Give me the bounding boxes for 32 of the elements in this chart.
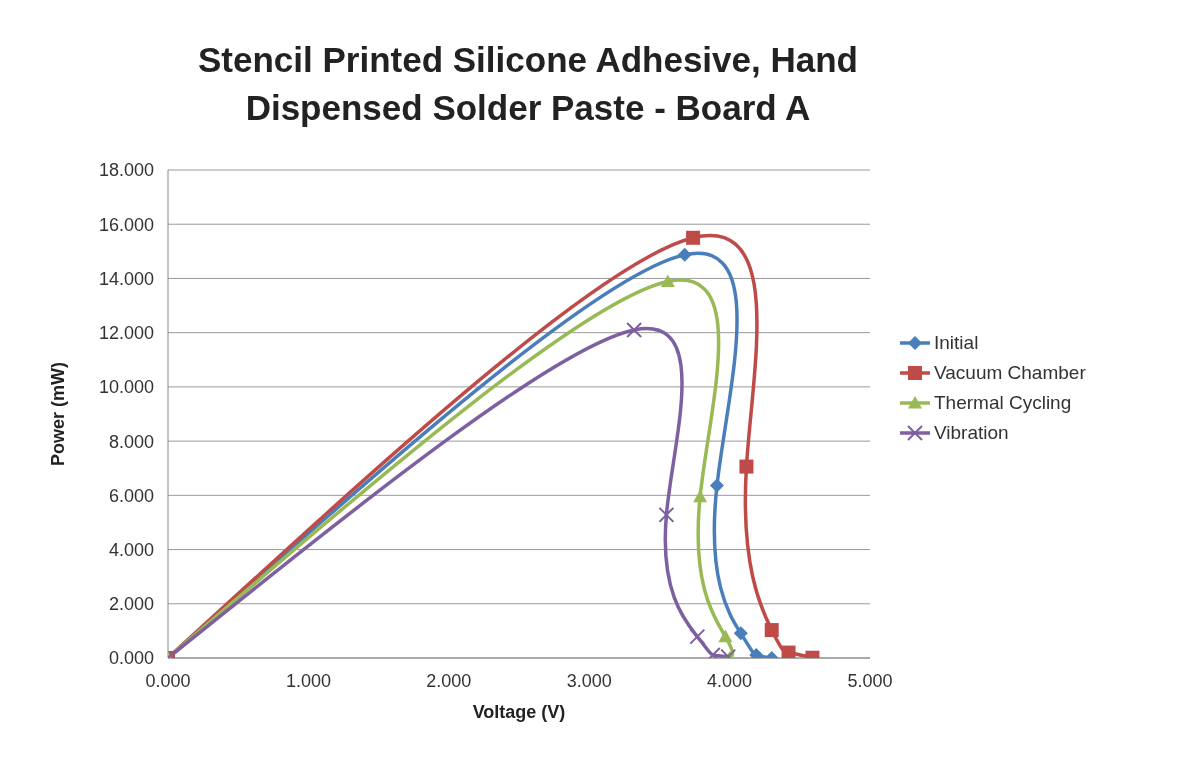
y-axis-title: Power (mW) <box>48 361 69 467</box>
y-tick-label: 8.000 <box>108 431 154 452</box>
x-tick-label: 4.000 <box>707 670 753 691</box>
y-tick-label: 10.000 <box>98 377 154 398</box>
point <box>660 274 675 288</box>
y-tick-label: 18.000 <box>98 160 154 181</box>
legend-label: Thermal Cycling <box>934 391 1072 415</box>
legend-label: Initial <box>934 331 979 355</box>
point <box>626 321 643 338</box>
legend-label: Vibration <box>934 421 1009 445</box>
x-tick-label: 3.000 <box>566 670 612 691</box>
x-tick-label: 1.000 <box>285 670 331 691</box>
y-tick-label: 2.000 <box>108 594 154 615</box>
y-tick-label: 14.000 <box>98 268 154 289</box>
y-tick-label: 4.000 <box>108 539 154 560</box>
y-tick-label: 12.000 <box>98 323 154 344</box>
legend-label: Vacuum Chamber <box>934 361 1086 385</box>
y-tick-label: 6.000 <box>108 485 154 506</box>
x-tick-label: 0.000 <box>145 670 191 691</box>
point <box>739 459 754 474</box>
point <box>686 230 701 245</box>
x-axis-title: Voltage (V) <box>472 702 566 722</box>
point <box>658 506 675 523</box>
x-tick-label: 2.000 <box>426 670 472 691</box>
chart-title: Stencil Printed Silicone Adhesive, Hand Dispensed Solder Paste - Board A <box>197 39 859 129</box>
point <box>718 629 733 643</box>
point <box>709 478 724 493</box>
y-tick-label: 0.000 <box>108 648 154 669</box>
y-tick-label: 16.000 <box>98 214 154 235</box>
point <box>677 247 692 262</box>
x-tick-label: 5.000 <box>847 670 893 691</box>
point <box>781 645 796 658</box>
